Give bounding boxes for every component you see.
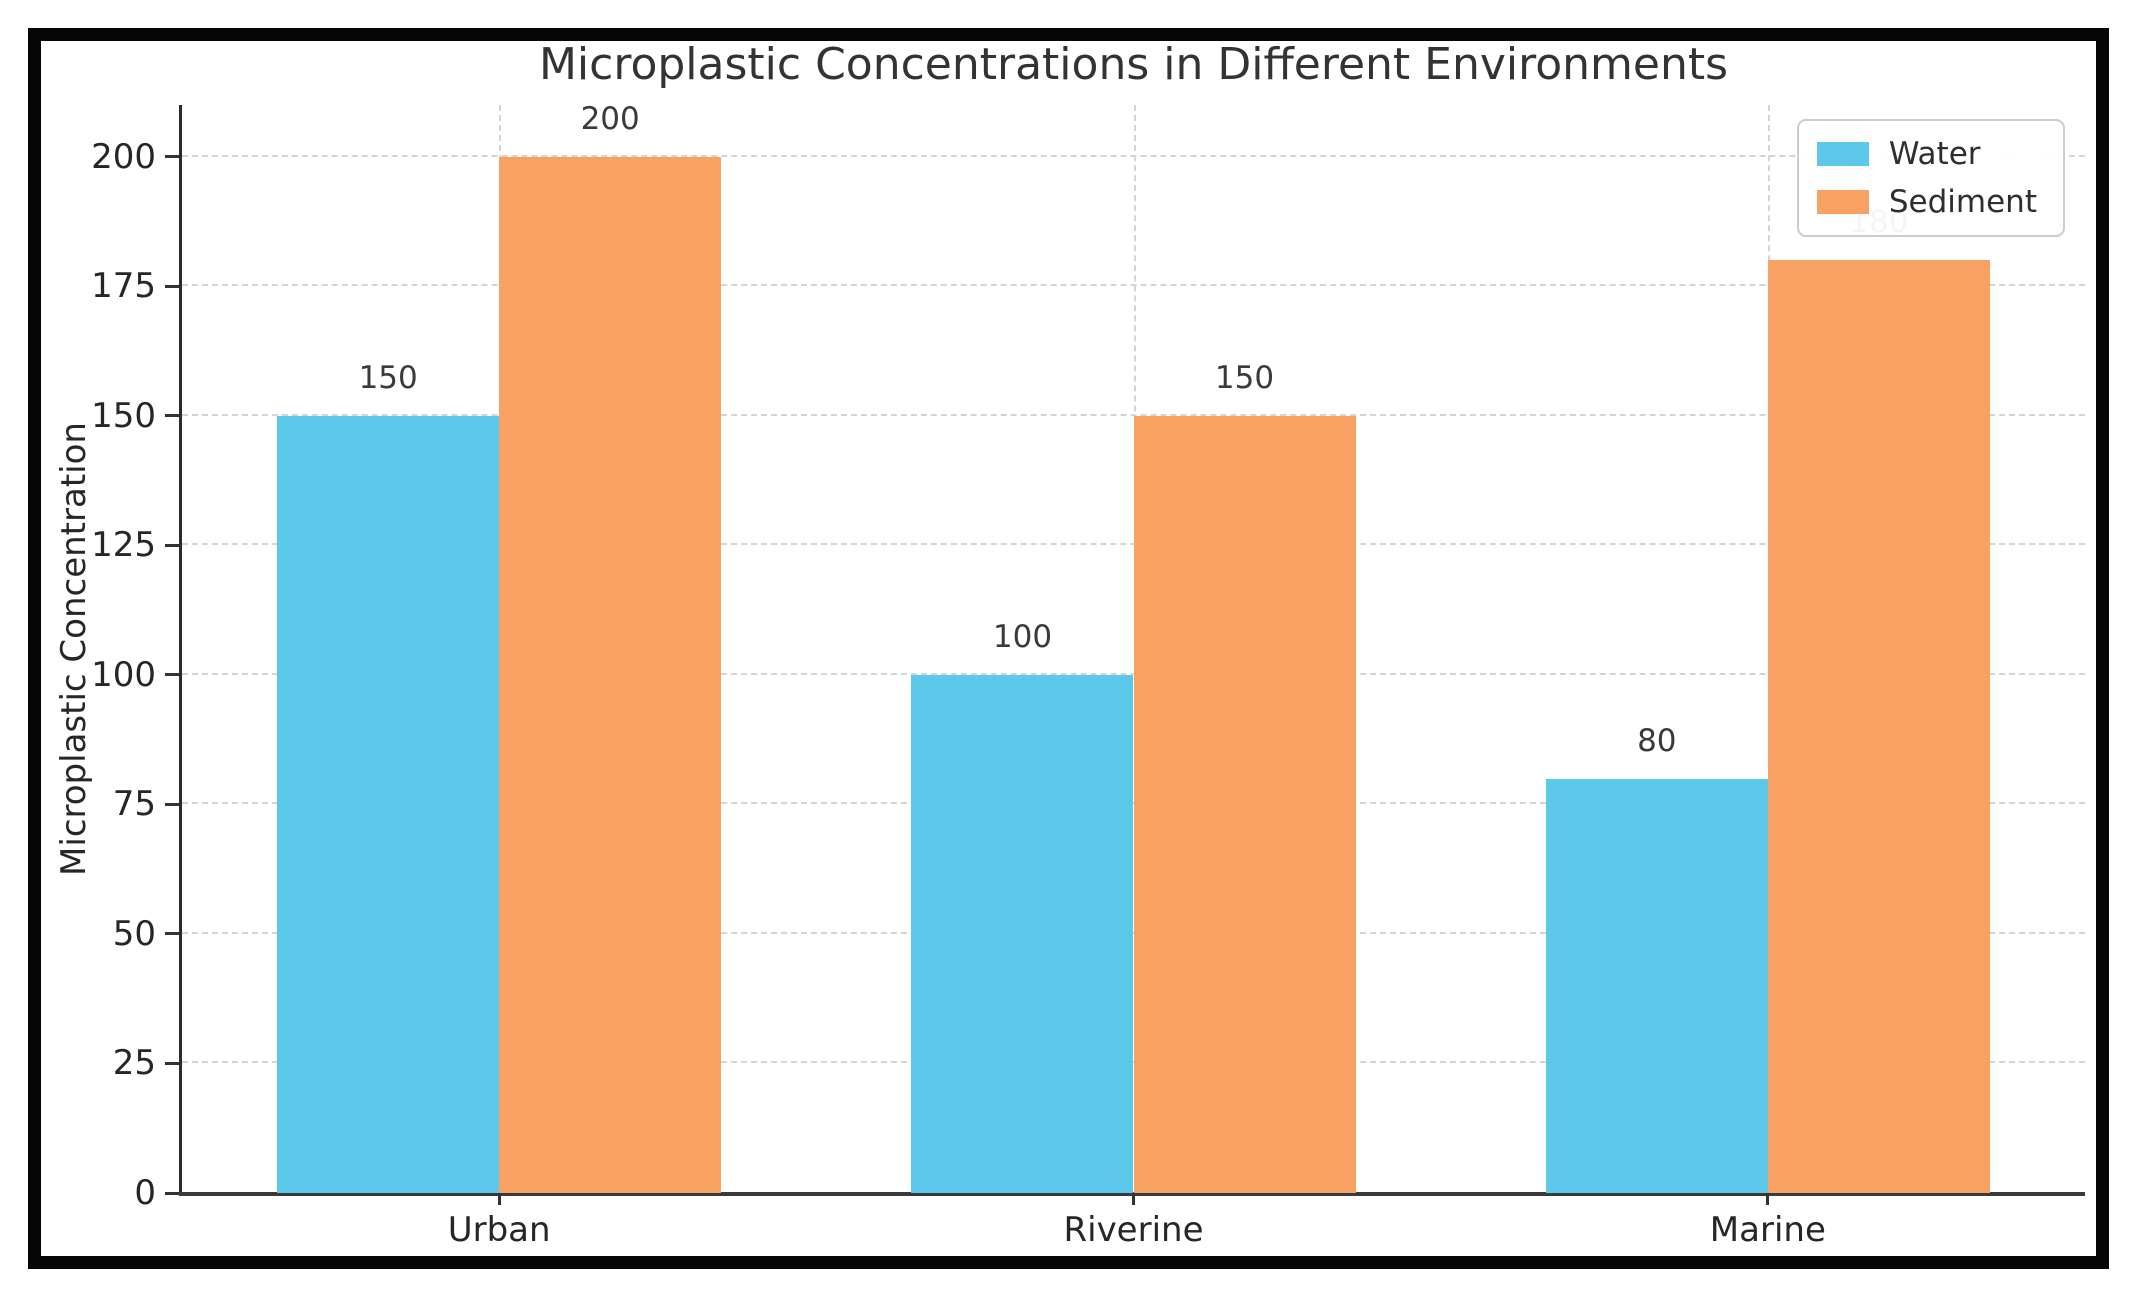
y-tick-label: 125 xyxy=(91,525,156,566)
y-tick-mark xyxy=(165,1061,179,1065)
legend-item: Sediment xyxy=(1816,184,2037,221)
chart-title: Microplastic Concentrations in Different… xyxy=(538,39,1729,90)
y-tick-mark xyxy=(165,543,179,547)
x-tick-mark xyxy=(1766,1193,1770,1205)
y-tick-mark xyxy=(165,1191,179,1195)
y-tick-mark xyxy=(165,673,179,677)
x-tick-label: Urban xyxy=(447,1210,551,1250)
bar-value-label: 150 xyxy=(358,359,418,396)
legend-swatch-water xyxy=(1816,142,1869,167)
y-tick-mark xyxy=(165,802,179,806)
bar-value-label: 100 xyxy=(992,618,1053,655)
y-tick-label: 100 xyxy=(91,654,156,695)
y-axis-label: Microplastic Concentration xyxy=(54,422,94,876)
y-tick-mark xyxy=(165,414,179,418)
bar-sediment-riverine xyxy=(1133,415,1356,1193)
bar-value-label: 80 xyxy=(1637,722,1677,759)
x-tick-mark xyxy=(1132,1193,1135,1205)
y-tick-label: 175 xyxy=(91,266,156,307)
bar-value-label: 200 xyxy=(580,100,640,137)
legend: Water Sediment xyxy=(1796,119,2065,238)
y-tick-label: 0 xyxy=(134,1173,156,1213)
x-tick-label: Marine xyxy=(1709,1210,1826,1250)
y-tick-label: 25 xyxy=(112,1043,156,1084)
bar-sediment-marine xyxy=(1767,260,1990,1193)
figure-border xyxy=(28,28,2109,1269)
y-tick-label: 150 xyxy=(91,395,156,436)
y-tick-label: 75 xyxy=(112,784,156,825)
y-tick-mark xyxy=(165,284,179,288)
bar-water-marine xyxy=(1545,778,1768,1193)
legend-item: Water xyxy=(1816,136,2037,172)
bar-sediment-urban xyxy=(499,156,722,1193)
x-tick-label: Riverine xyxy=(1063,1210,1204,1250)
y-tick-label: 50 xyxy=(112,913,156,954)
y-tick-label: 200 xyxy=(91,136,156,177)
legend-label: Sediment xyxy=(1888,184,2037,221)
y-axis-spine xyxy=(179,105,182,1193)
y-tick-mark xyxy=(165,155,179,159)
bar-water-riverine xyxy=(911,674,1134,1193)
y-tick-mark xyxy=(165,932,179,936)
bar-water-urban xyxy=(277,415,500,1193)
bar-value-label: 150 xyxy=(1214,359,1275,396)
legend-swatch-sediment xyxy=(1816,190,1869,215)
x-tick-mark xyxy=(497,1193,501,1205)
plot-area: Water Sediment 0 25 50 75 100 125 150 175 200 Urba… xyxy=(91,100,2085,1247)
legend-label: Water xyxy=(1888,136,1981,172)
